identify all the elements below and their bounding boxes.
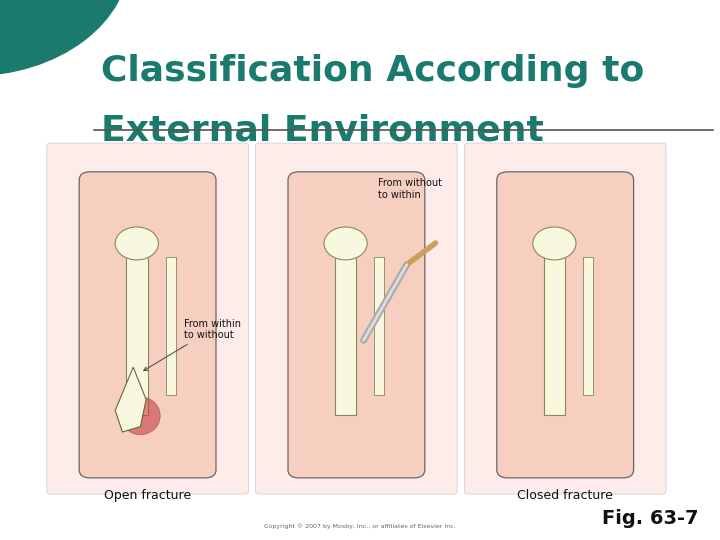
FancyBboxPatch shape: [288, 172, 425, 478]
FancyBboxPatch shape: [47, 143, 248, 494]
Text: External Environment: External Environment: [101, 113, 544, 147]
Text: Copyright © 2007 by Mosby, Inc., or affiliates of Elsevier Inc.: Copyright © 2007 by Mosby, Inc., or affi…: [264, 524, 456, 529]
Text: From without
to within: From without to within: [378, 178, 442, 200]
Bar: [583, 256, 593, 395]
Text: Open fracture: Open fracture: [104, 489, 192, 502]
Wedge shape: [0, 0, 130, 76]
FancyBboxPatch shape: [256, 143, 457, 494]
Bar: [166, 256, 176, 395]
Ellipse shape: [324, 227, 367, 260]
Polygon shape: [115, 367, 146, 432]
Bar: [374, 256, 384, 395]
Ellipse shape: [533, 227, 576, 260]
FancyBboxPatch shape: [497, 172, 634, 478]
Bar: [126, 244, 148, 415]
Ellipse shape: [121, 397, 161, 435]
Ellipse shape: [115, 227, 158, 260]
Bar: [335, 244, 356, 415]
Bar: [544, 244, 565, 415]
Text: Closed fracture: Closed fracture: [517, 489, 613, 502]
Text: Fig. 63-7: Fig. 63-7: [602, 509, 698, 528]
Text: Classification According to: Classification According to: [101, 54, 644, 88]
Text: From within
to without: From within to without: [144, 319, 240, 370]
FancyBboxPatch shape: [464, 143, 666, 494]
FancyBboxPatch shape: [79, 172, 216, 478]
